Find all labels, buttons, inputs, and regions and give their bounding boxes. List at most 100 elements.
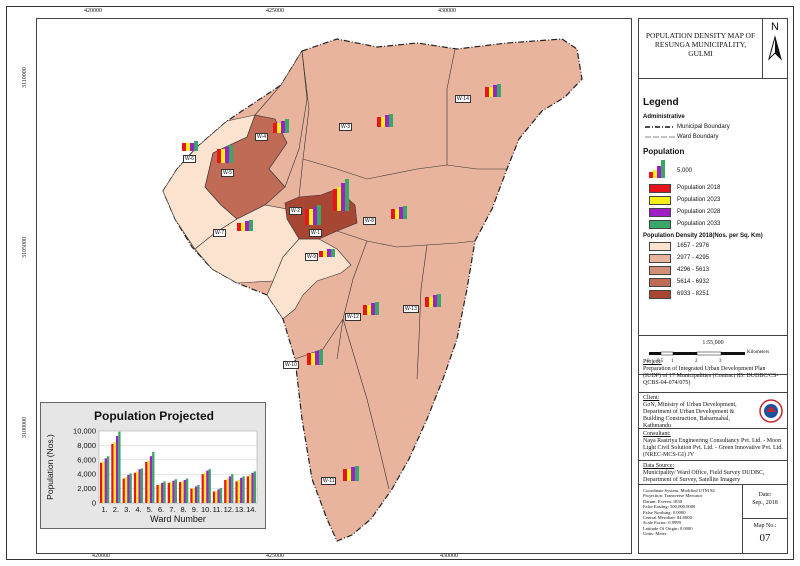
- north-arrow-icon: [768, 35, 782, 61]
- chart-y-tick-label: 0: [92, 499, 96, 508]
- data-source-section: Data Source: Municipality/ Ward Office, …: [639, 461, 787, 485]
- chart-bar: [147, 460, 150, 503]
- density-class-3-swatch: [649, 266, 671, 275]
- chart-bar: [215, 490, 218, 503]
- chart-x-tick-label: 8.: [181, 505, 187, 514]
- chart-bar: [208, 469, 211, 503]
- chart-bar: [113, 441, 116, 503]
- chart-x-tick-label: 1.: [102, 505, 108, 514]
- proj-line-8: Latitude Of Origin: 0.0000: [643, 525, 693, 531]
- chart-bar: [115, 436, 119, 503]
- chart-bar: [226, 478, 229, 503]
- density-class-5-swatch: [649, 290, 671, 299]
- ward-label-14: W-14: [455, 95, 471, 103]
- chart-bar: [167, 482, 171, 503]
- legend-series: Population 2018 Population 2023 Populati…: [643, 184, 785, 230]
- legend-ward-boundary: Ward Boundary: [643, 133, 785, 143]
- chart-bar: [156, 485, 159, 503]
- chart-bar: [203, 472, 207, 503]
- series-2018-label: Population 2018: [677, 185, 721, 191]
- chart-x-tick-label: 12.: [224, 505, 234, 514]
- project-section: Project: Preparation of Integrated Urban…: [639, 357, 787, 393]
- chart-bar: [179, 482, 182, 503]
- date-box: Date: Sep., 2018: [743, 485, 787, 519]
- proj-line-9: Units: Meter: [643, 531, 667, 537]
- north-arrow: N: [763, 19, 787, 79]
- chart-x-tick-label: 11.: [213, 505, 223, 514]
- legend: Legend Administrative Municipal Boundary…: [643, 97, 785, 302]
- chart-bar: [183, 479, 186, 503]
- municipal-boundary-symbol: [645, 126, 675, 128]
- consultant-heading: Consultant:: [643, 431, 671, 437]
- project-heading: Project:: [643, 359, 662, 365]
- chart-y-tick-label: 4,000: [77, 470, 96, 479]
- ward-label-11: W-11: [321, 477, 337, 485]
- legend-administrative: Administrative: [643, 114, 685, 120]
- coord-top-1: 420000: [84, 8, 102, 14]
- proj-line-2: Projection: Transverse Mercator: [643, 493, 703, 499]
- map-no-label: Map No.:: [753, 523, 777, 529]
- chart-title: Population Projected: [93, 409, 214, 423]
- proj-line-6: Central Meridian: 84.0000: [643, 515, 692, 521]
- chart-x-tick-label: 2.: [113, 505, 119, 514]
- density-class-2-label: 2977 - 4295: [677, 255, 710, 261]
- chart-bar: [133, 472, 137, 503]
- scale-tick-1: 1: [671, 359, 674, 364]
- series-2033-swatch: [649, 220, 671, 229]
- client-section: Client: GoN, Ministry of Urban Developme…: [639, 393, 787, 429]
- coord-left-3: 3100000: [22, 417, 28, 438]
- density-class-3-label: 4296 - 5613: [677, 267, 710, 273]
- legend-density-heading: Population Density 2018(Nos. per Sq. Km): [643, 233, 763, 239]
- data-source-text: Municipality/ Ward Office, Field Survey …: [643, 470, 765, 483]
- legend-series-2028: Population 2028: [643, 208, 785, 218]
- legend-series-2033: Population 2033: [643, 220, 785, 230]
- chart-bar: [253, 471, 256, 503]
- ward-label-13: W-13: [403, 305, 419, 313]
- chart-bar: [118, 431, 121, 503]
- legend-series-2023: Population 2023: [643, 196, 785, 206]
- chart-bar: [219, 487, 223, 503]
- ward-label-9: W-9: [305, 253, 319, 261]
- ward-label-4: W-4: [255, 133, 269, 141]
- map-number-box: Map No.: 07: [743, 519, 787, 557]
- population-bar-symbol: [649, 160, 665, 178]
- chart-y-tick-label: 8,000: [77, 441, 96, 450]
- chart-bar: [249, 474, 252, 503]
- density-class-4-label: 5614 - 6932: [677, 279, 710, 285]
- chart-x-tick-label: 9.: [192, 505, 198, 514]
- chart-bar: [104, 458, 107, 503]
- scale-tick-0: 0: [647, 359, 650, 364]
- legend-population-heading: Population: [643, 147, 685, 156]
- chart-bar: [140, 468, 144, 503]
- chart-bar: [106, 456, 110, 503]
- chart-bar: [228, 476, 232, 503]
- proj-line-5: False Northing: 0.0000: [643, 509, 686, 515]
- chart-bar: [102, 461, 105, 503]
- chart-x-axis-label: Ward Number: [150, 514, 206, 524]
- ward-label-1: W-1: [309, 229, 323, 237]
- chart-bar: [158, 484, 162, 503]
- ward-label-7: W-7: [213, 229, 227, 237]
- density-class-1-swatch: [649, 242, 671, 251]
- scale-tick-05: 0.5: [657, 359, 664, 364]
- density-class-4-swatch: [649, 278, 671, 287]
- ward-boundary-label: Ward Boundary: [677, 134, 719, 140]
- proj-line-1: Coordinate System: Modified UTM 84: [643, 488, 715, 493]
- chart-bar: [201, 474, 204, 503]
- chart-bar: [111, 443, 114, 503]
- series-2023-swatch: [649, 196, 671, 205]
- chart-bar: [242, 476, 245, 503]
- legend-density-classes: 1657 - 2976 2977 - 4295 4296 - 5613 5614…: [643, 242, 785, 300]
- density-class-2: 2977 - 4295: [643, 254, 785, 264]
- chart-bar: [185, 478, 189, 503]
- ward-boundary-symbol: [645, 136, 675, 138]
- chart-bar: [190, 488, 193, 503]
- chart-y-tick-label: 10,000: [73, 427, 96, 436]
- chart-x-tick-label: 3.: [124, 505, 130, 514]
- population-scale-label: 5,000: [677, 168, 693, 174]
- density-class-1-label: 1657 - 2976: [677, 243, 710, 249]
- density-class-4: 5614 - 6932: [643, 278, 785, 288]
- series-2018-swatch: [649, 184, 671, 193]
- chart-x-tick-label: 7.: [169, 505, 175, 514]
- chart-bar: [152, 451, 155, 503]
